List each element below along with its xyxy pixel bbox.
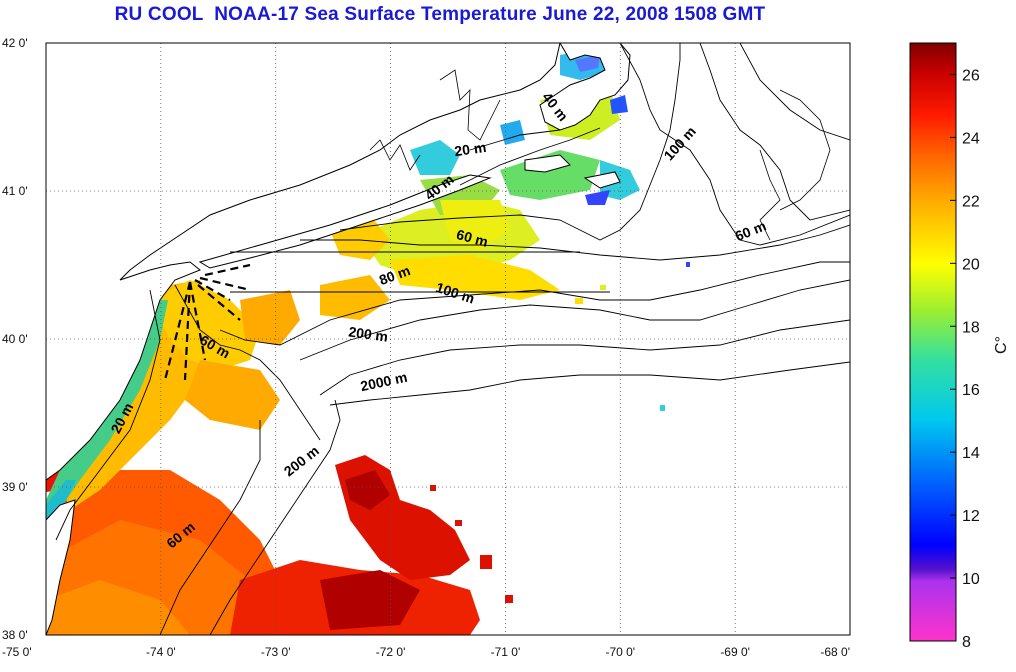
dashed-transects	[163, 263, 251, 381]
lon-tick-label: -70 0'	[605, 645, 635, 659]
sst-patches	[46, 45, 690, 635]
map-title: RU COOL NOAA-17 Sea Surface Temperature …	[114, 4, 766, 25]
lat-tick-label: 41 0'	[2, 184, 28, 198]
lon-tick-label: -71 0'	[491, 645, 521, 659]
latitude-ticks: 42 0' 41 0' 40 0' 39 0' 38 0'	[2, 36, 28, 642]
colorbar-tick-label: 20	[962, 256, 980, 273]
colorbar-tick-label: 12	[962, 508, 980, 525]
map-border	[45, 42, 851, 636]
lat-tick-label: 40 0'	[2, 332, 28, 346]
colorbar-ticks: 8 10 12 14 16 18 20 22 24 26	[950, 67, 980, 651]
land	[46, 43, 631, 635]
colorbar-tick-label: 26	[962, 67, 980, 84]
isobath-label: 60 m	[455, 226, 490, 250]
colorbar-tick-label: 10	[962, 571, 980, 588]
colorbar-tick-label: 18	[962, 319, 980, 336]
colorbar: 8 10 12 14 16 18 20 22 24 26 C°	[909, 42, 1010, 651]
colorbar-tick-label: 24	[962, 130, 980, 147]
colorbar-tick-label: 14	[962, 445, 980, 462]
colorbar-gradient	[909, 42, 957, 642]
colorbar-tick-label: 22	[962, 193, 980, 210]
isobaths	[55, 43, 850, 635]
isobath-label: 20 m	[453, 139, 487, 159]
lon-tick-label: -75 0'	[2, 645, 32, 659]
colorbar-tick-label: 16	[962, 382, 980, 399]
lon-tick-label: -69 0'	[720, 645, 750, 659]
coast-detail	[369, 69, 831, 241]
lon-tick-label: -68 0'	[820, 645, 850, 659]
lon-tick-label: -73 0'	[261, 645, 291, 659]
colorbar-tick-label: 8	[962, 634, 971, 651]
longitude-ticks: -75 0' -74 0' -73 0' -72 0' -71 0' -70 0' -69 …	[2, 645, 850, 659]
lat-tick-label: 42 0'	[2, 36, 28, 50]
lon-tick-label: -74 0'	[146, 645, 176, 659]
colorbar-label: C°	[993, 336, 1010, 354]
lat-tick-label: 39 0'	[2, 480, 28, 494]
isobath-label: 200 m	[348, 323, 390, 344]
lat-tick-label: 38 0'	[2, 628, 28, 642]
grid-lines	[46, 43, 850, 635]
lon-tick-label: -72 0'	[376, 645, 406, 659]
